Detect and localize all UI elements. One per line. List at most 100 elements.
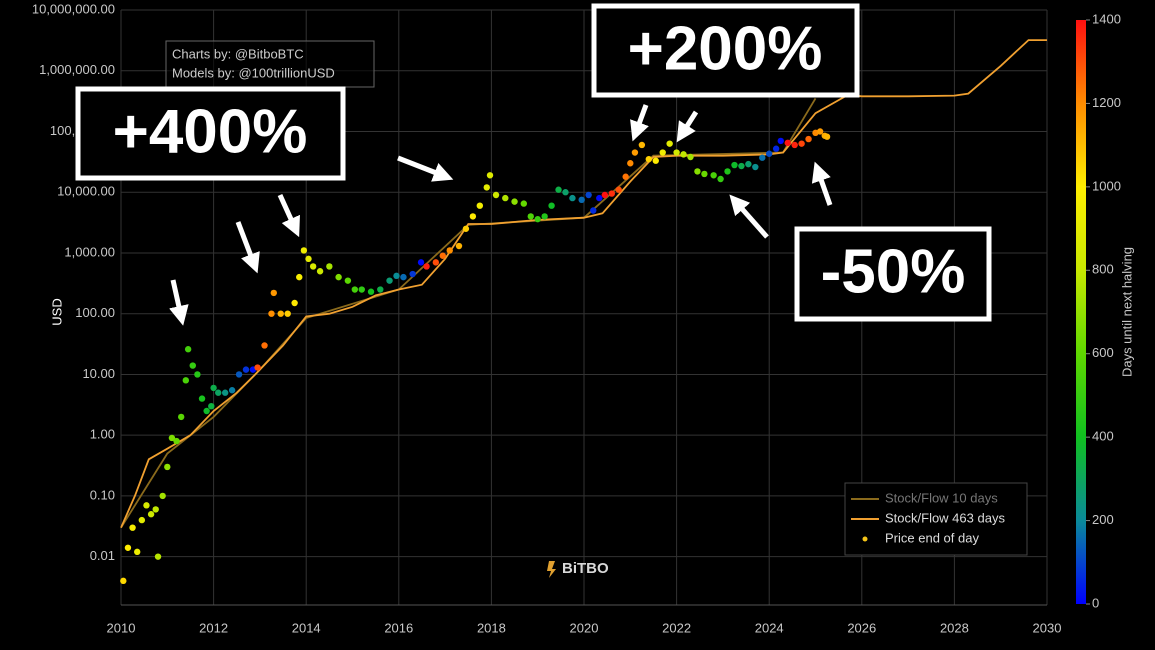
price-point <box>203 407 210 415</box>
price-point <box>344 277 352 284</box>
colorbar-tick-label: 200 <box>1092 512 1114 527</box>
x-tick-label: 2016 <box>384 620 413 635</box>
price-point <box>590 207 597 214</box>
price-point <box>816 128 824 135</box>
colorbar-tick-label: 0 <box>1092 595 1099 610</box>
price-point <box>745 160 752 168</box>
price-point <box>208 402 215 410</box>
y-tick-label: 0.10 <box>90 487 115 502</box>
price-point <box>268 310 275 317</box>
y-axis-title: USD <box>49 298 64 325</box>
price-point <box>687 153 694 161</box>
logo: BiTBO <box>547 560 609 578</box>
price-point <box>534 215 541 223</box>
callout-text: +200% <box>628 14 823 83</box>
price-point <box>578 196 585 204</box>
price-point <box>261 342 268 349</box>
price-point <box>335 273 342 281</box>
colorbar-tick-label: 1400 <box>1092 11 1121 26</box>
callout-box <box>794 226 992 322</box>
x-tick-label: 2022 <box>662 620 691 635</box>
price-point <box>511 198 518 205</box>
arrow <box>169 279 189 326</box>
price-point <box>462 225 470 232</box>
callout-box <box>75 86 346 181</box>
colorbar-tick-label: 1000 <box>1092 178 1121 193</box>
price-point <box>277 310 284 317</box>
price-point <box>326 263 333 270</box>
price-point <box>680 151 687 158</box>
arrow <box>676 110 699 143</box>
price-point <box>645 155 653 163</box>
y-tick-label: 10.00 <box>82 366 115 381</box>
price-point <box>189 362 196 369</box>
x-tick-label: 2020 <box>570 620 599 635</box>
arrow <box>630 104 649 142</box>
price-point <box>235 371 243 378</box>
plot-area <box>120 39 1047 585</box>
y-tick-label: 0.01 <box>90 548 115 563</box>
legend-label: Price end of day <box>885 530 979 545</box>
price-point <box>791 141 798 149</box>
price-point <box>710 172 717 179</box>
y-tick-label: 1.00 <box>90 427 115 442</box>
y-tick-label: 10,000,000.00 <box>32 1 115 16</box>
colorbar-tick-label: 800 <box>1092 262 1114 277</box>
price-point <box>717 175 724 183</box>
price-point <box>184 346 192 353</box>
price-point <box>210 384 217 392</box>
arrow <box>277 193 300 238</box>
price-point <box>483 184 490 191</box>
price-point <box>596 194 603 202</box>
y-tick-label: 100.00 <box>75 305 115 320</box>
price-point <box>173 437 180 445</box>
price-point <box>631 149 639 156</box>
grid: 2010 2012 2014 2016 2018 2020 2022 2024 2026 2028… <box>32 1 1062 635</box>
price-point <box>562 189 569 196</box>
arrow <box>397 155 454 182</box>
price-point <box>666 140 673 147</box>
price-point <box>138 516 146 524</box>
price-point <box>300 247 308 254</box>
price-point <box>432 259 440 266</box>
callouts: +400% +200% -50% <box>75 3 992 322</box>
price-point <box>143 502 150 509</box>
price-point <box>393 272 400 280</box>
price-point <box>168 434 176 442</box>
logo-icon <box>547 561 556 578</box>
price-point <box>305 255 312 263</box>
callout-text: +400% <box>113 97 308 166</box>
price-point <box>129 524 136 531</box>
price-point <box>502 194 509 202</box>
price-point <box>194 371 201 378</box>
legend-label: Stock/Flow 463 days <box>885 510 1005 525</box>
price-point <box>638 141 646 149</box>
y-tick-label: 10,000.00 <box>57 184 115 199</box>
price-point <box>120 577 127 585</box>
callout-text: -50% <box>821 237 966 306</box>
price-point <box>417 259 425 266</box>
price-point <box>823 133 831 140</box>
colorbar-title: Days until next halving <box>1119 247 1134 377</box>
legend-box <box>844 482 1028 556</box>
x-tick-label: 2014 <box>292 620 321 635</box>
credit-text: Models by: @100trillionUSD <box>172 65 335 80</box>
arrow <box>235 221 260 274</box>
price-point <box>446 247 453 254</box>
x-tick-label: 2028 <box>940 620 969 635</box>
price-point <box>622 173 629 180</box>
price-point <box>548 202 555 209</box>
price-point <box>316 268 324 275</box>
price-point <box>798 140 805 147</box>
legend-swatch <box>862 536 868 542</box>
price-point <box>486 172 494 179</box>
legend-label: Stock/Flow 10 days <box>885 490 998 505</box>
price-point <box>759 154 766 161</box>
price-point <box>569 194 576 202</box>
price-point <box>469 213 477 220</box>
price-point <box>772 145 780 152</box>
colorbar-tick-label: 600 <box>1092 345 1114 360</box>
price-point <box>198 395 206 402</box>
